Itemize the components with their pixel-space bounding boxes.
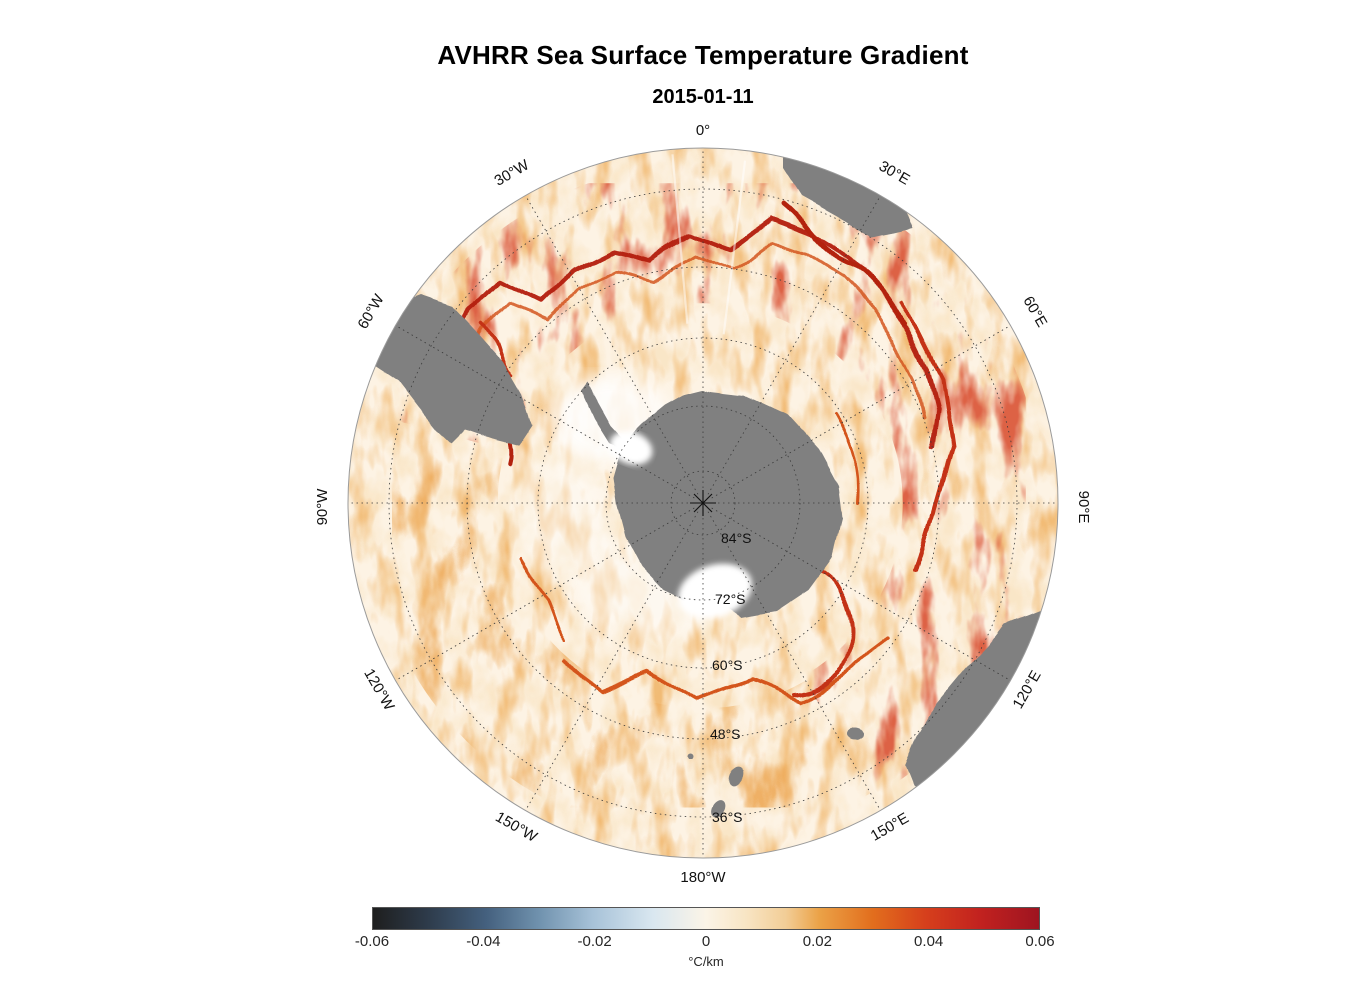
lon-label-150e: 150°E [868,809,912,844]
polar-map: 0° 30°E 60°E 90°E 120°E 150°E 180°W 150°… [314,122,1092,886]
east-coastal-front [833,411,861,507]
lat-label-84s: 84°S [721,530,752,546]
coastal-front [791,566,856,695]
colorbar-unit: °C/km [688,954,724,969]
map-boundary [347,147,1059,859]
figure-date: 2015-01-11 [652,86,754,108]
new-zealand-north-island [711,800,725,818]
colorbar-tick: 0 [701,933,711,950]
main-acc-front [452,217,938,453]
colorbar-tick: -0.02 [577,933,612,950]
colorbar: -0.06 -0.04 -0.02 0 0.02 0.04 0.06 °C/km [355,907,1055,969]
colorbar-tick: -0.06 [354,933,390,950]
swath-gaps [671,154,747,335]
lon-label-60w: 60°W [355,291,389,332]
ice-shelves [609,431,753,619]
lat-label-36s: 36°S [712,809,743,825]
colorbar-tick: -0.04 [466,933,501,950]
map-disc [348,148,1058,858]
frontal-filaments [452,202,952,702]
lat-label-48s: 48°S [710,726,741,742]
tasmania [847,729,863,741]
lon-label-60e: 60°E [1019,293,1050,330]
lon-label-90e: 90°E [1075,491,1092,524]
lon-label-0: 0° [696,122,710,139]
west-front [518,558,562,642]
colorbar-gradient [372,907,1040,930]
figure-title: AVHRR Sea Surface Temperature Gradient [437,40,969,70]
lon-label-30e: 30°E [876,158,913,189]
south-america [363,296,532,446]
lat-label-60s: 60°S [712,657,743,673]
acc-front-band-weak [367,416,871,839]
lon-label-90w: 90°W [314,488,331,526]
colorbar-tick: 0.04 [914,933,944,950]
colorbar-ticks: -0.06 -0.04 -0.02 0 0.02 0.04 0.06 [355,933,1055,953]
graticule [347,147,1059,859]
secondary-acc-front [461,241,923,420]
latitude-labels: 84°S 72°S 60°S 48°S 36°S [710,530,752,825]
pacific-sector-front [558,638,892,702]
lat-label-72s: 72°S [715,591,746,607]
new-zealand-south-island [729,766,745,788]
lon-label-180w: 180°W [680,869,726,886]
colorbar-tick: 0.06 [1025,933,1055,950]
agulhas-front [780,202,906,328]
colorbar-tick: 0.02 [802,933,832,950]
indian-sector-front [898,298,952,572]
pole-marker [690,490,716,516]
lon-label-120e: 120°E [1009,668,1044,712]
lon-label-30w: 30°W [492,156,533,190]
small-island [687,753,693,759]
